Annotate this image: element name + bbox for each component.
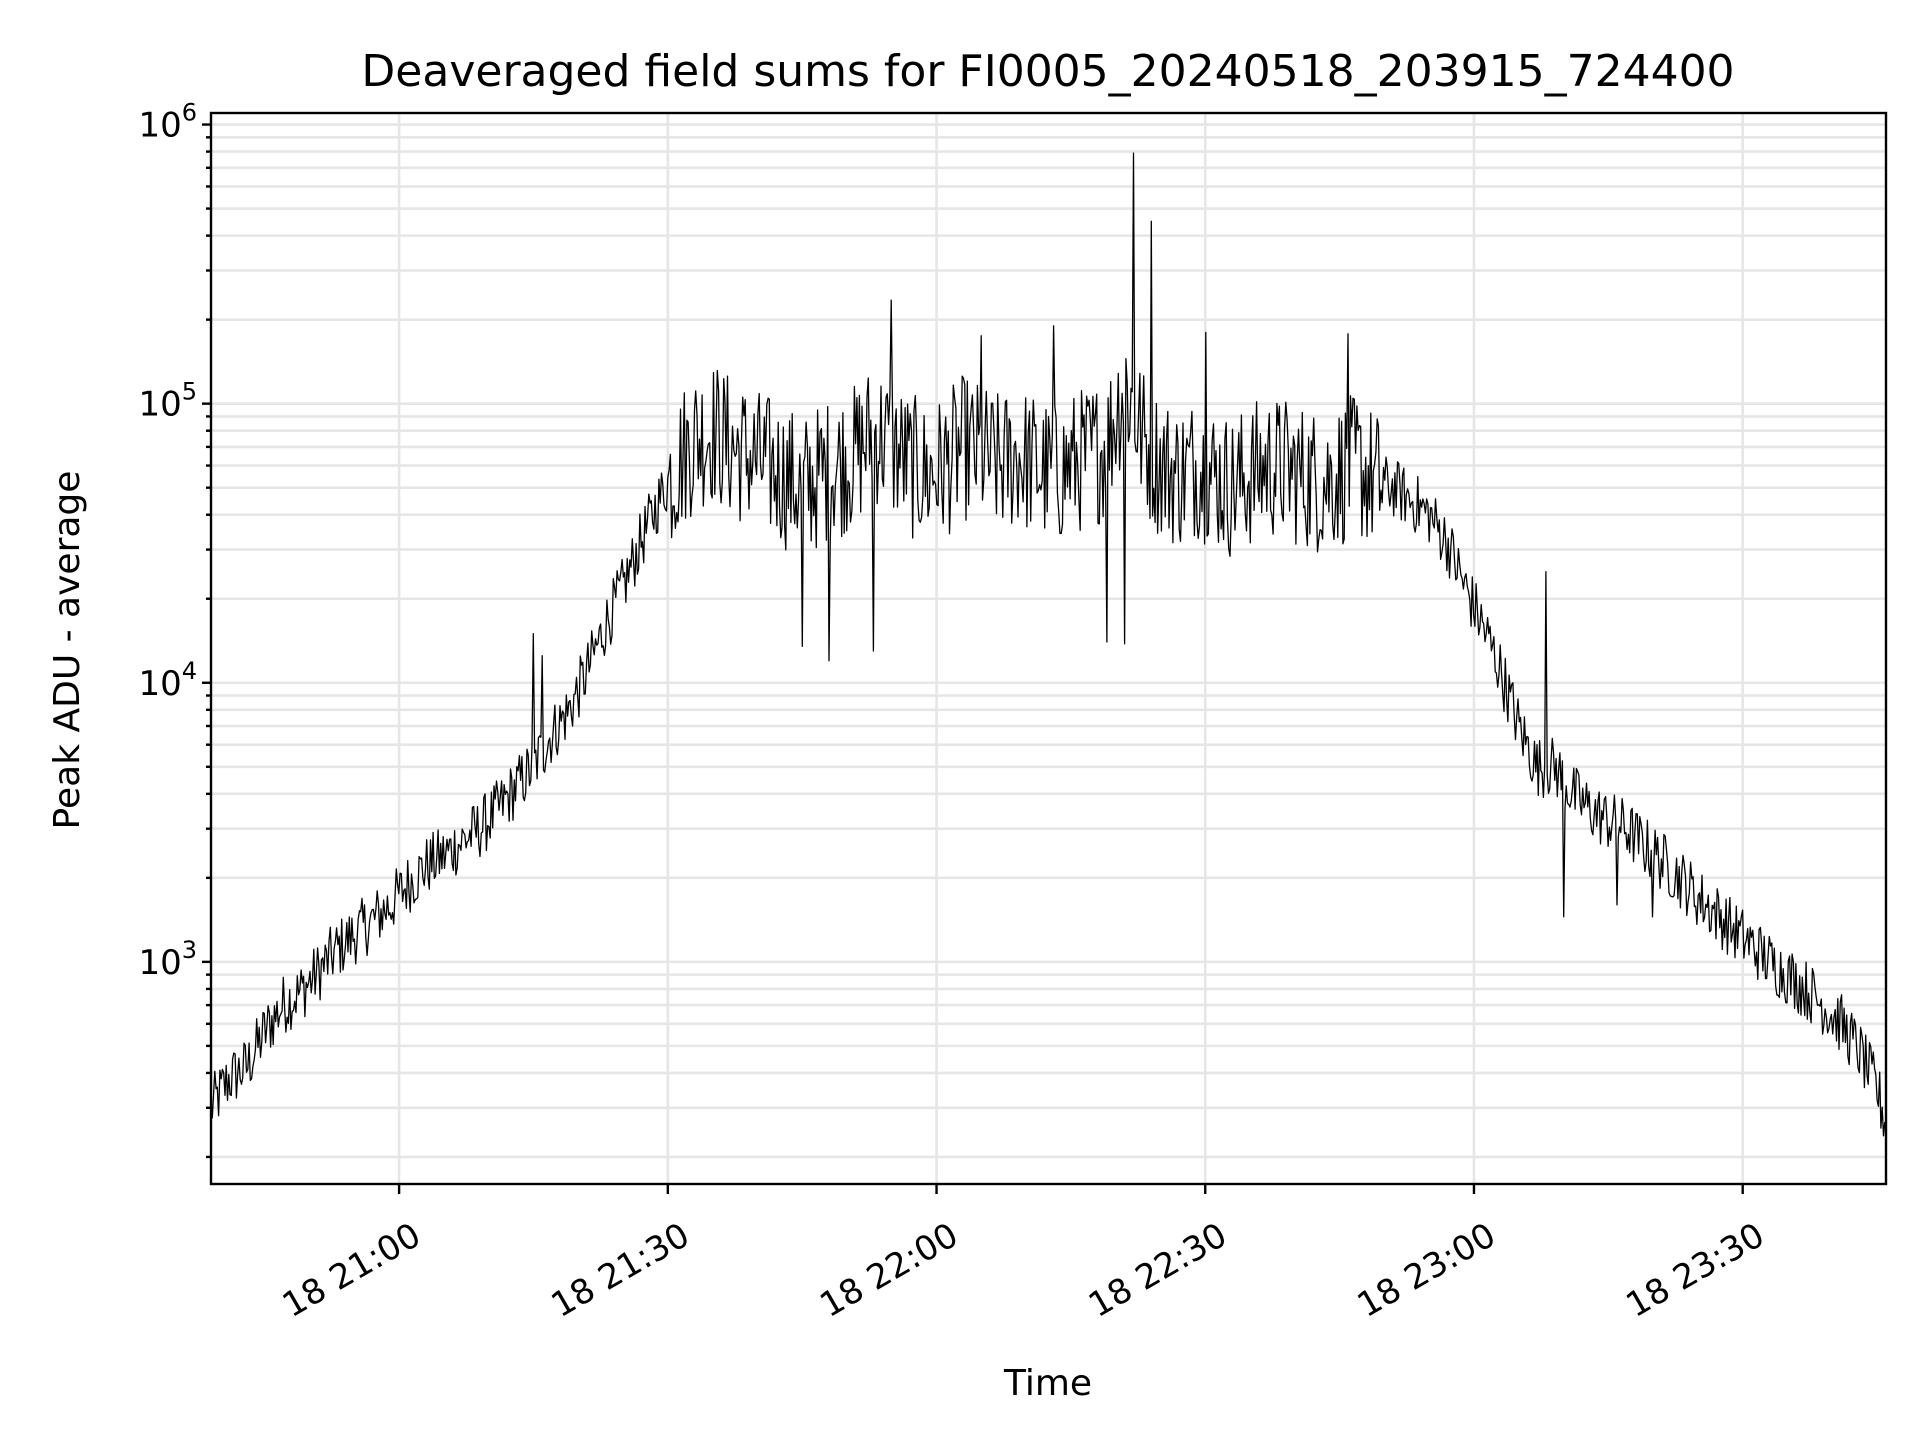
y-tick-base: 10 [138,106,181,146]
y-tick-exponent: 4 [182,657,197,685]
y-tick-label: 103 [138,936,197,983]
chart-title: Deaveraged field sums for FI0005_2024051… [361,46,1734,97]
y-tick-base: 10 [138,664,181,704]
y-tick-exponent: 3 [182,936,197,964]
y-tick-base: 10 [138,943,181,983]
x-axis-label: Time [1003,1363,1092,1404]
series-layer [210,152,1887,1137]
y-tick-exponent: 6 [182,99,197,127]
y-tick-label: 106 [138,99,197,146]
y-axis-label: Peak ADU - average [47,471,88,830]
y-tick-base: 10 [138,385,181,425]
y-tick-exponent: 5 [182,378,197,406]
y-tick-label: 105 [138,378,197,425]
y-tick-label: 104 [138,657,197,704]
series-line [210,152,1887,1137]
plot-area-frame [209,111,1888,1186]
